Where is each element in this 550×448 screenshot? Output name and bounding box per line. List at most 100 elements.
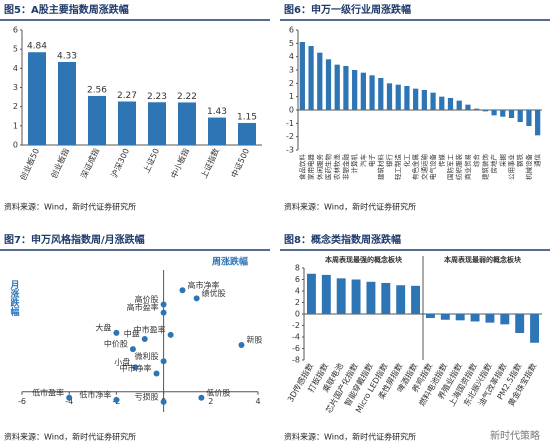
bar: [482, 110, 488, 112]
bar: [386, 83, 393, 110]
bar: [395, 84, 401, 110]
x-tick-label: 医药生物: [324, 154, 333, 181]
y-tick-label: 2: [295, 298, 300, 307]
bar: [535, 110, 541, 136]
bar: [500, 110, 506, 117]
x-tick-label: 国防军工: [446, 154, 455, 181]
point: [132, 364, 139, 371]
group-label: 本周表现最弱的概念板块: [443, 255, 522, 264]
y-tick-label: 6: [289, 26, 294, 35]
point: [160, 358, 167, 365]
chart-title: 图8：概念类指数周涨跌幅: [284, 233, 401, 246]
x-tick-label: 沪深300: [109, 147, 131, 180]
bar: [369, 75, 375, 110]
point: [198, 394, 205, 401]
bar: [447, 98, 454, 110]
value-label: 1.15: [237, 112, 257, 122]
x-tick-label: 电子: [367, 154, 376, 168]
point-label: 亏损股: [135, 391, 159, 401]
point-label: 新股: [246, 335, 262, 345]
point: [167, 331, 174, 338]
x-tick-label: 轻工制造: [393, 154, 402, 181]
y-tick-label: 1: [13, 121, 18, 130]
value-label: 4.33: [57, 52, 77, 62]
y-tick-label: 0: [289, 106, 294, 115]
bar: [325, 59, 332, 110]
bar: [238, 122, 256, 145]
x-tick-label: 通信: [533, 154, 542, 168]
bar: [411, 285, 421, 314]
y-tick-label: 5: [289, 39, 294, 48]
y-tick-label: -3: [286, 146, 294, 155]
x-tick-label: 房地产: [489, 154, 498, 174]
y-tick-label: -6: [292, 344, 300, 353]
x-tick-label: 建筑材料: [376, 154, 385, 181]
bar: [351, 279, 361, 314]
x-tick-label: 创业板指: [48, 147, 71, 180]
x-tick-label: 有色金属: [411, 154, 420, 180]
bar: [208, 117, 226, 145]
point-label: 高市净率: [187, 280, 219, 290]
bar: [336, 278, 346, 314]
panel: 图7：申万风格指数周/月涨跌幅资料来源：Wind，新时代证券研究所-6-4-20…: [0, 233, 270, 442]
y-tick-label: 6: [13, 26, 18, 35]
value-label: 2.27: [117, 91, 137, 101]
x-tick-label: 中证500: [229, 147, 251, 180]
bar: [58, 62, 76, 146]
point-label: 绩优股: [202, 288, 226, 298]
x-tick-label: 交通运输: [419, 154, 428, 181]
bar: [456, 100, 462, 110]
bar: [470, 314, 480, 322]
point-label: 微利股: [135, 351, 159, 361]
point-label: 高价股: [135, 294, 159, 304]
value-label: 1.43: [207, 107, 227, 117]
y-tick-label: 3: [13, 83, 18, 92]
chart-title: 图7：申万风格指数周/月涨跌幅: [4, 233, 145, 246]
watermark: 新时代策略: [490, 429, 540, 442]
point: [66, 394, 73, 401]
x-tick-label: 公用事业: [507, 154, 516, 181]
y-tick-label: 1: [289, 92, 294, 101]
point: [160, 301, 167, 308]
bar: [500, 314, 510, 325]
bar: [425, 314, 435, 319]
bar: [148, 102, 166, 145]
point: [160, 309, 167, 316]
x-tick-label: 中小板指: [168, 147, 191, 180]
bar: [491, 110, 497, 116]
y-tick-label: 4: [295, 287, 300, 296]
bar: [421, 90, 427, 110]
y-tick-label: 4: [13, 64, 18, 73]
bar: [474, 108, 480, 110]
y-tick-label: 0: [295, 310, 300, 319]
point-label: 小盘: [114, 357, 130, 367]
bar: [334, 64, 340, 110]
x-tick-label: 2: [208, 397, 213, 406]
x-tick-label: 钢铁: [515, 154, 524, 168]
x-tick-label: 计算机: [350, 154, 359, 174]
point: [113, 396, 120, 403]
bar: [88, 95, 106, 145]
y-tick-label: 3: [289, 66, 294, 75]
x-tick-label: 非银金融: [341, 154, 350, 181]
chart-title: 图5：A股主要指数周涨跌幅: [4, 3, 129, 16]
bar: [396, 285, 406, 314]
bar: [413, 88, 419, 110]
x-tick-label: 纺织服装: [454, 154, 463, 181]
x-tick-label: 商业贸易: [463, 154, 472, 180]
x-axis-label: 周涨跌幅: [212, 256, 248, 268]
x-tick-label: 采掘: [498, 154, 507, 168]
x-tick-label: 上证指数: [198, 147, 221, 180]
y-tick-label: 6: [295, 275, 300, 284]
bar: [465, 104, 471, 110]
bar: [118, 101, 136, 145]
y-tick-label: 2: [289, 79, 294, 88]
bar: [430, 92, 436, 110]
point-label: 中市净率: [120, 363, 152, 373]
value-label: 2.22: [177, 92, 197, 102]
x-tick-label: 4: [255, 397, 260, 406]
x-tick-label: 深证成指: [78, 147, 101, 180]
